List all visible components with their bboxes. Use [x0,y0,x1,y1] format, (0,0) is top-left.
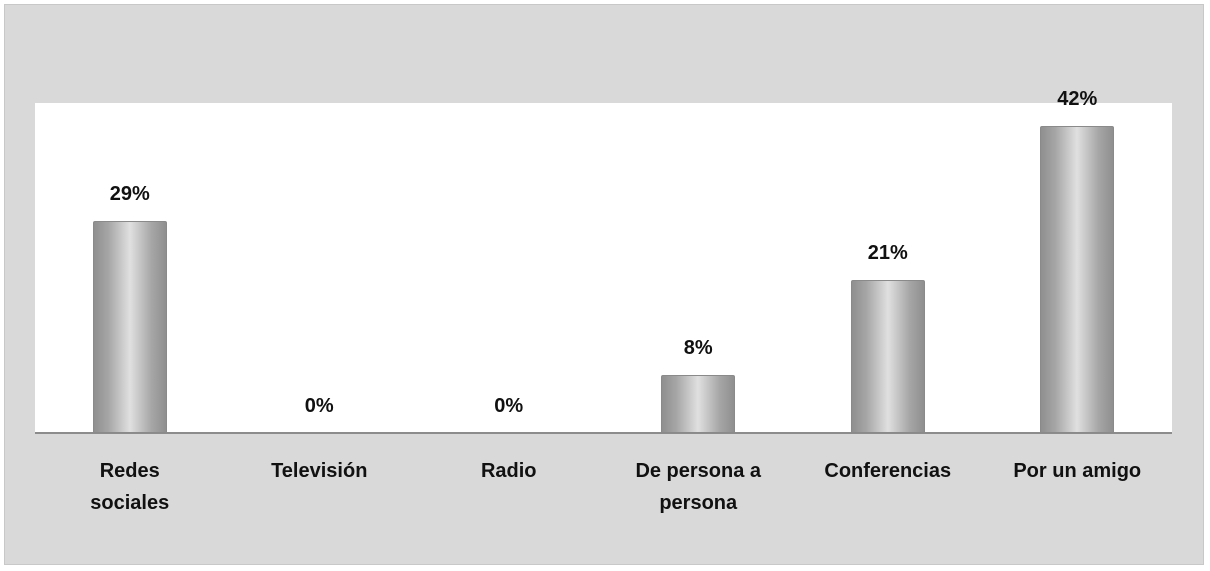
value-label: 0% [494,395,524,417]
x-tick-label: De persona a [635,460,762,482]
x-tick-label: Redes [99,460,160,482]
value-label: 21% [867,241,908,264]
x-tick-label: Televisión [271,460,368,482]
value-label: 42% [1057,88,1098,110]
bar [850,279,925,433]
value-label: 0% [304,395,334,417]
bar [92,221,167,433]
x-tick-label: Por un amigo [1013,460,1142,482]
x-tick-label: Radio [480,460,537,482]
x-tick-label: persona [659,492,738,514]
value-label: 8% [683,336,713,359]
x-tick-label: Conferencias [824,460,952,482]
bar [1040,126,1115,433]
x-axis [35,432,1172,434]
x-tick-label: sociales [90,492,170,514]
bar [661,374,736,433]
plot-area [35,103,1172,433]
value-label: 29% [109,183,150,206]
